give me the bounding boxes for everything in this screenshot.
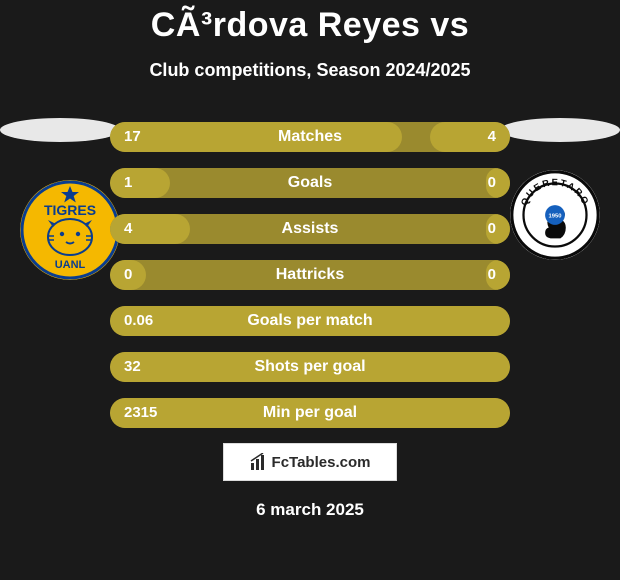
brand-badge: FcTables.com <box>223 443 397 481</box>
stat-label: Matches <box>110 122 510 152</box>
stat-label: Assists <box>110 214 510 244</box>
club-badge-right: QUERETARO 1950 <box>510 170 600 260</box>
svg-text:UANL: UANL <box>55 259 86 271</box>
stat-label: Hattricks <box>110 260 510 290</box>
stat-label: Goals per match <box>110 306 510 336</box>
stat-label: Goals <box>110 168 510 198</box>
svg-text:1950: 1950 <box>548 214 562 220</box>
player-silhouette-right <box>500 118 620 142</box>
page-subtitle: Club competitions, Season 2024/2025 <box>0 60 620 81</box>
stats-container: 174Matches 10Goals 40Assists 00Hattricks 0.0… <box>110 122 510 444</box>
stat-row: 32Shots per goal <box>110 352 510 382</box>
stat-row: 00Hattricks <box>110 260 510 290</box>
svg-text:TIGRES: TIGRES <box>44 202 96 218</box>
stat-row: 40Assists <box>110 214 510 244</box>
stat-label: Shots per goal <box>110 352 510 382</box>
footer-date: 6 march 2025 <box>0 500 620 520</box>
brand-chart-icon <box>250 453 268 471</box>
page-title: CÃ³rdova Reyes vs <box>0 6 620 45</box>
stat-row: 2315Min per goal <box>110 398 510 428</box>
player-silhouette-left <box>0 118 120 142</box>
stat-label: Min per goal <box>110 398 510 428</box>
tigres-logo-icon: TIGRES UANL <box>20 180 120 280</box>
stat-row: 0.06Goals per match <box>110 306 510 336</box>
club-badge-left: TIGRES UANL <box>20 180 120 280</box>
stat-row: 174Matches <box>110 122 510 152</box>
brand-text: FcTables.com <box>272 454 371 471</box>
queretaro-logo-icon: QUERETARO 1950 <box>510 170 600 260</box>
stat-row: 10Goals <box>110 168 510 198</box>
